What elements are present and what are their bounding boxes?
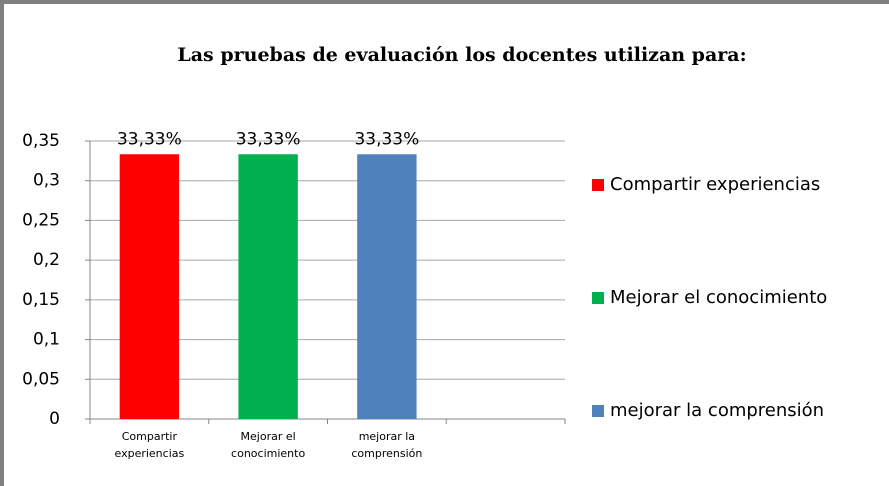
- bar: [357, 154, 417, 419]
- x-tick-label: mejorar la comprensión: [351, 430, 423, 460]
- legend-label: mejorar la comprensión: [610, 400, 824, 421]
- y-tick-label: 0,35: [22, 131, 60, 151]
- y-tick-label: 0,1: [33, 330, 60, 350]
- y-tick-label: 0,05: [22, 369, 60, 389]
- chart-title: Las pruebas de evaluación los docentes u…: [177, 44, 746, 66]
- legend-swatch: [592, 292, 604, 304]
- data-label: 33,33%: [354, 129, 419, 149]
- bar: [238, 154, 298, 419]
- y-tick-label: 0,15: [22, 290, 60, 310]
- legend-swatch: [592, 179, 604, 191]
- y-tick-label: 0: [49, 409, 60, 429]
- legend-label: Mejorar el conocimiento: [610, 287, 827, 308]
- x-tick-label: Compartir experiencias: [114, 430, 185, 460]
- legend-swatch: [592, 405, 604, 417]
- data-label: 33,33%: [117, 129, 182, 149]
- y-tick-label: 0,3: [33, 171, 60, 191]
- data-label: 33,33%: [236, 129, 301, 149]
- x-tick-label: Mejorar el conocimiento: [231, 430, 306, 460]
- y-tick-label: 0,2: [33, 250, 60, 270]
- y-tick-label: 0,25: [22, 210, 60, 230]
- bar: [119, 154, 180, 419]
- legend-label: Compartir experiencias: [610, 174, 820, 195]
